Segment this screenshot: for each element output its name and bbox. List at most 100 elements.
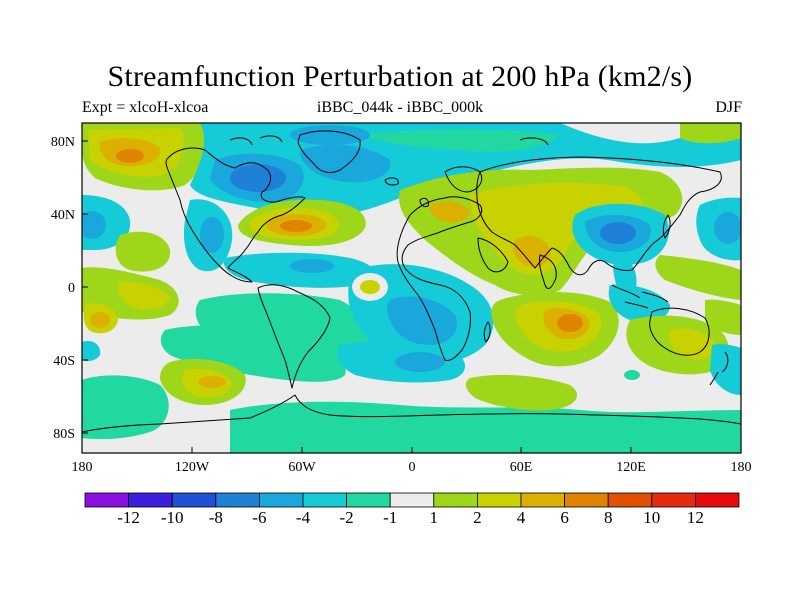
colorbar-swatch <box>651 492 696 508</box>
x-tick-label: 0 <box>409 460 416 475</box>
contour-negative-arctic-ring <box>360 129 560 152</box>
season-label: DJF <box>715 99 742 116</box>
x-tick-label: 60E <box>510 460 533 475</box>
contour-negative-so-west <box>82 375 169 440</box>
colorbar-label: -12 <box>117 508 140 527</box>
contour-negative-sepacific <box>710 344 741 395</box>
contour-positive-indian-ocean-6 <box>557 314 583 332</box>
coast-scandinavia <box>444 166 483 193</box>
colorbar-label: 6 <box>560 508 569 527</box>
coast-antarctica <box>82 394 741 433</box>
colorbar-swatch <box>389 492 435 508</box>
coast-madagascar <box>483 321 491 343</box>
colorbar-label: 2 <box>473 508 482 527</box>
contour-positive-natlantic-6 <box>280 220 312 232</box>
coast-asia <box>476 156 722 276</box>
y-tick-label: 40N <box>51 208 75 223</box>
contour-negative-south-pacific <box>160 325 346 382</box>
contour-negative-hudson-6 <box>230 164 286 192</box>
contour-negative-caribbean-4 <box>290 259 334 273</box>
run-difference-label: iBBC_044k - iBBC_000k <box>316 99 484 116</box>
colorbar-label: 1 <box>429 508 439 527</box>
contour-positive-arctic-east <box>680 123 741 144</box>
colorbar-swatch <box>128 492 173 508</box>
colorbar-swatch <box>346 492 391 508</box>
colorbar-swatch <box>520 492 565 508</box>
coast-europe-africa <box>396 196 483 361</box>
contour-positive-tp-6 <box>90 312 110 328</box>
y-tick-label: 40S <box>53 354 75 369</box>
colorbar-label: -2 <box>339 508 354 527</box>
coast-indonesia <box>611 284 669 309</box>
colorbar <box>84 492 740 508</box>
contour-negative-so-west-2 <box>82 340 101 362</box>
colorbar-label: 10 <box>643 508 661 527</box>
y-tick-label: 80N <box>51 135 75 150</box>
x-tick-label: 180 <box>72 460 93 475</box>
colorbar-label: -8 <box>208 508 223 527</box>
colorbar-label: -6 <box>252 508 267 527</box>
coast-south-america <box>257 284 331 389</box>
contour-positive-southern-indian <box>465 374 578 411</box>
x-tick-label: 120W <box>175 460 210 475</box>
colorbar-swatch <box>433 492 478 508</box>
coast-greenland <box>297 130 361 173</box>
contour-field <box>82 123 741 453</box>
coast-arabia <box>477 237 509 273</box>
colorbar-swatch <box>215 492 260 508</box>
colorbar-label: 4 <box>516 508 526 527</box>
colorbar-swatch <box>476 492 522 508</box>
coast-iceland <box>384 177 399 186</box>
contour-negative-so-central <box>230 401 741 453</box>
contour-positive-india-4 <box>513 235 551 268</box>
contour-negative-atlantic-arctic <box>300 144 391 183</box>
coast-india <box>539 254 557 289</box>
y-tick-label: 80S <box>53 427 75 442</box>
colorbar-swatch <box>695 492 740 508</box>
contour-negative-south-atlantic-4 <box>395 352 445 372</box>
colorbar-label: 8 <box>603 508 613 527</box>
contour-positive-npacific <box>115 231 171 272</box>
colorbar-swatch <box>258 492 304 508</box>
x-tick-label: 60W <box>288 460 316 475</box>
x-tick-label: 180 <box>731 460 752 475</box>
coast-australia <box>649 307 710 356</box>
colorbar-swatch <box>607 492 653 508</box>
coast-arctic-islands <box>229 135 549 146</box>
contour-negative-atlantic-main-4 <box>387 296 458 345</box>
contour-positive-tropical-pacific-2 <box>118 281 170 310</box>
colorbar-swatch <box>171 492 217 508</box>
contour-negative-east-asia-6 <box>600 222 636 244</box>
experiment-label: Expt = xlcoH-xlcoa <box>82 99 209 116</box>
contour-positive-sopacific-4 <box>198 376 226 388</box>
colorbar-swatch <box>564 492 609 508</box>
colorbar-label: -10 <box>160 508 184 527</box>
coast-new-zealand <box>709 351 729 386</box>
axis-ticks <box>81 140 742 453</box>
y-tick-label: 0 <box>68 281 75 296</box>
colorbar-label: -1 <box>383 508 398 527</box>
coast-uk <box>419 197 429 208</box>
coast-japan <box>662 214 671 239</box>
contour-negative-western-na-4 <box>200 217 224 253</box>
contour-negative-npacific-west-4 <box>82 211 106 239</box>
contour-positive-australia-2 <box>668 328 715 360</box>
coastlines <box>82 130 741 433</box>
contour-negative-npacific-east-4 <box>714 212 741 244</box>
contour-positive-atlantic-hole-2 <box>360 280 380 294</box>
x-tick-labels: 180 120W 60W 0 60E 120E 180 <box>72 460 752 475</box>
contour-positive-arctic-west-6 <box>116 149 144 163</box>
contour-positive-europe-4 <box>429 201 470 223</box>
contour-negative-arctic-north-4 <box>290 125 370 145</box>
y-tick-labels: 80N 40N 0 40S 80S <box>51 135 75 442</box>
contour-positive-npacific-2 <box>655 255 741 300</box>
contour-negative-maritime <box>608 284 670 322</box>
colorbar-swatch <box>302 492 347 508</box>
contour-negative-so-small <box>624 370 640 380</box>
colorbar-label: -4 <box>295 508 311 527</box>
colorbar-label: 12 <box>686 508 704 527</box>
colorbar-swatch <box>84 492 129 508</box>
contour-positive-sepacific <box>705 299 741 335</box>
map-title: Streamfunction Perturbation at 200 hPa (… <box>107 60 693 93</box>
